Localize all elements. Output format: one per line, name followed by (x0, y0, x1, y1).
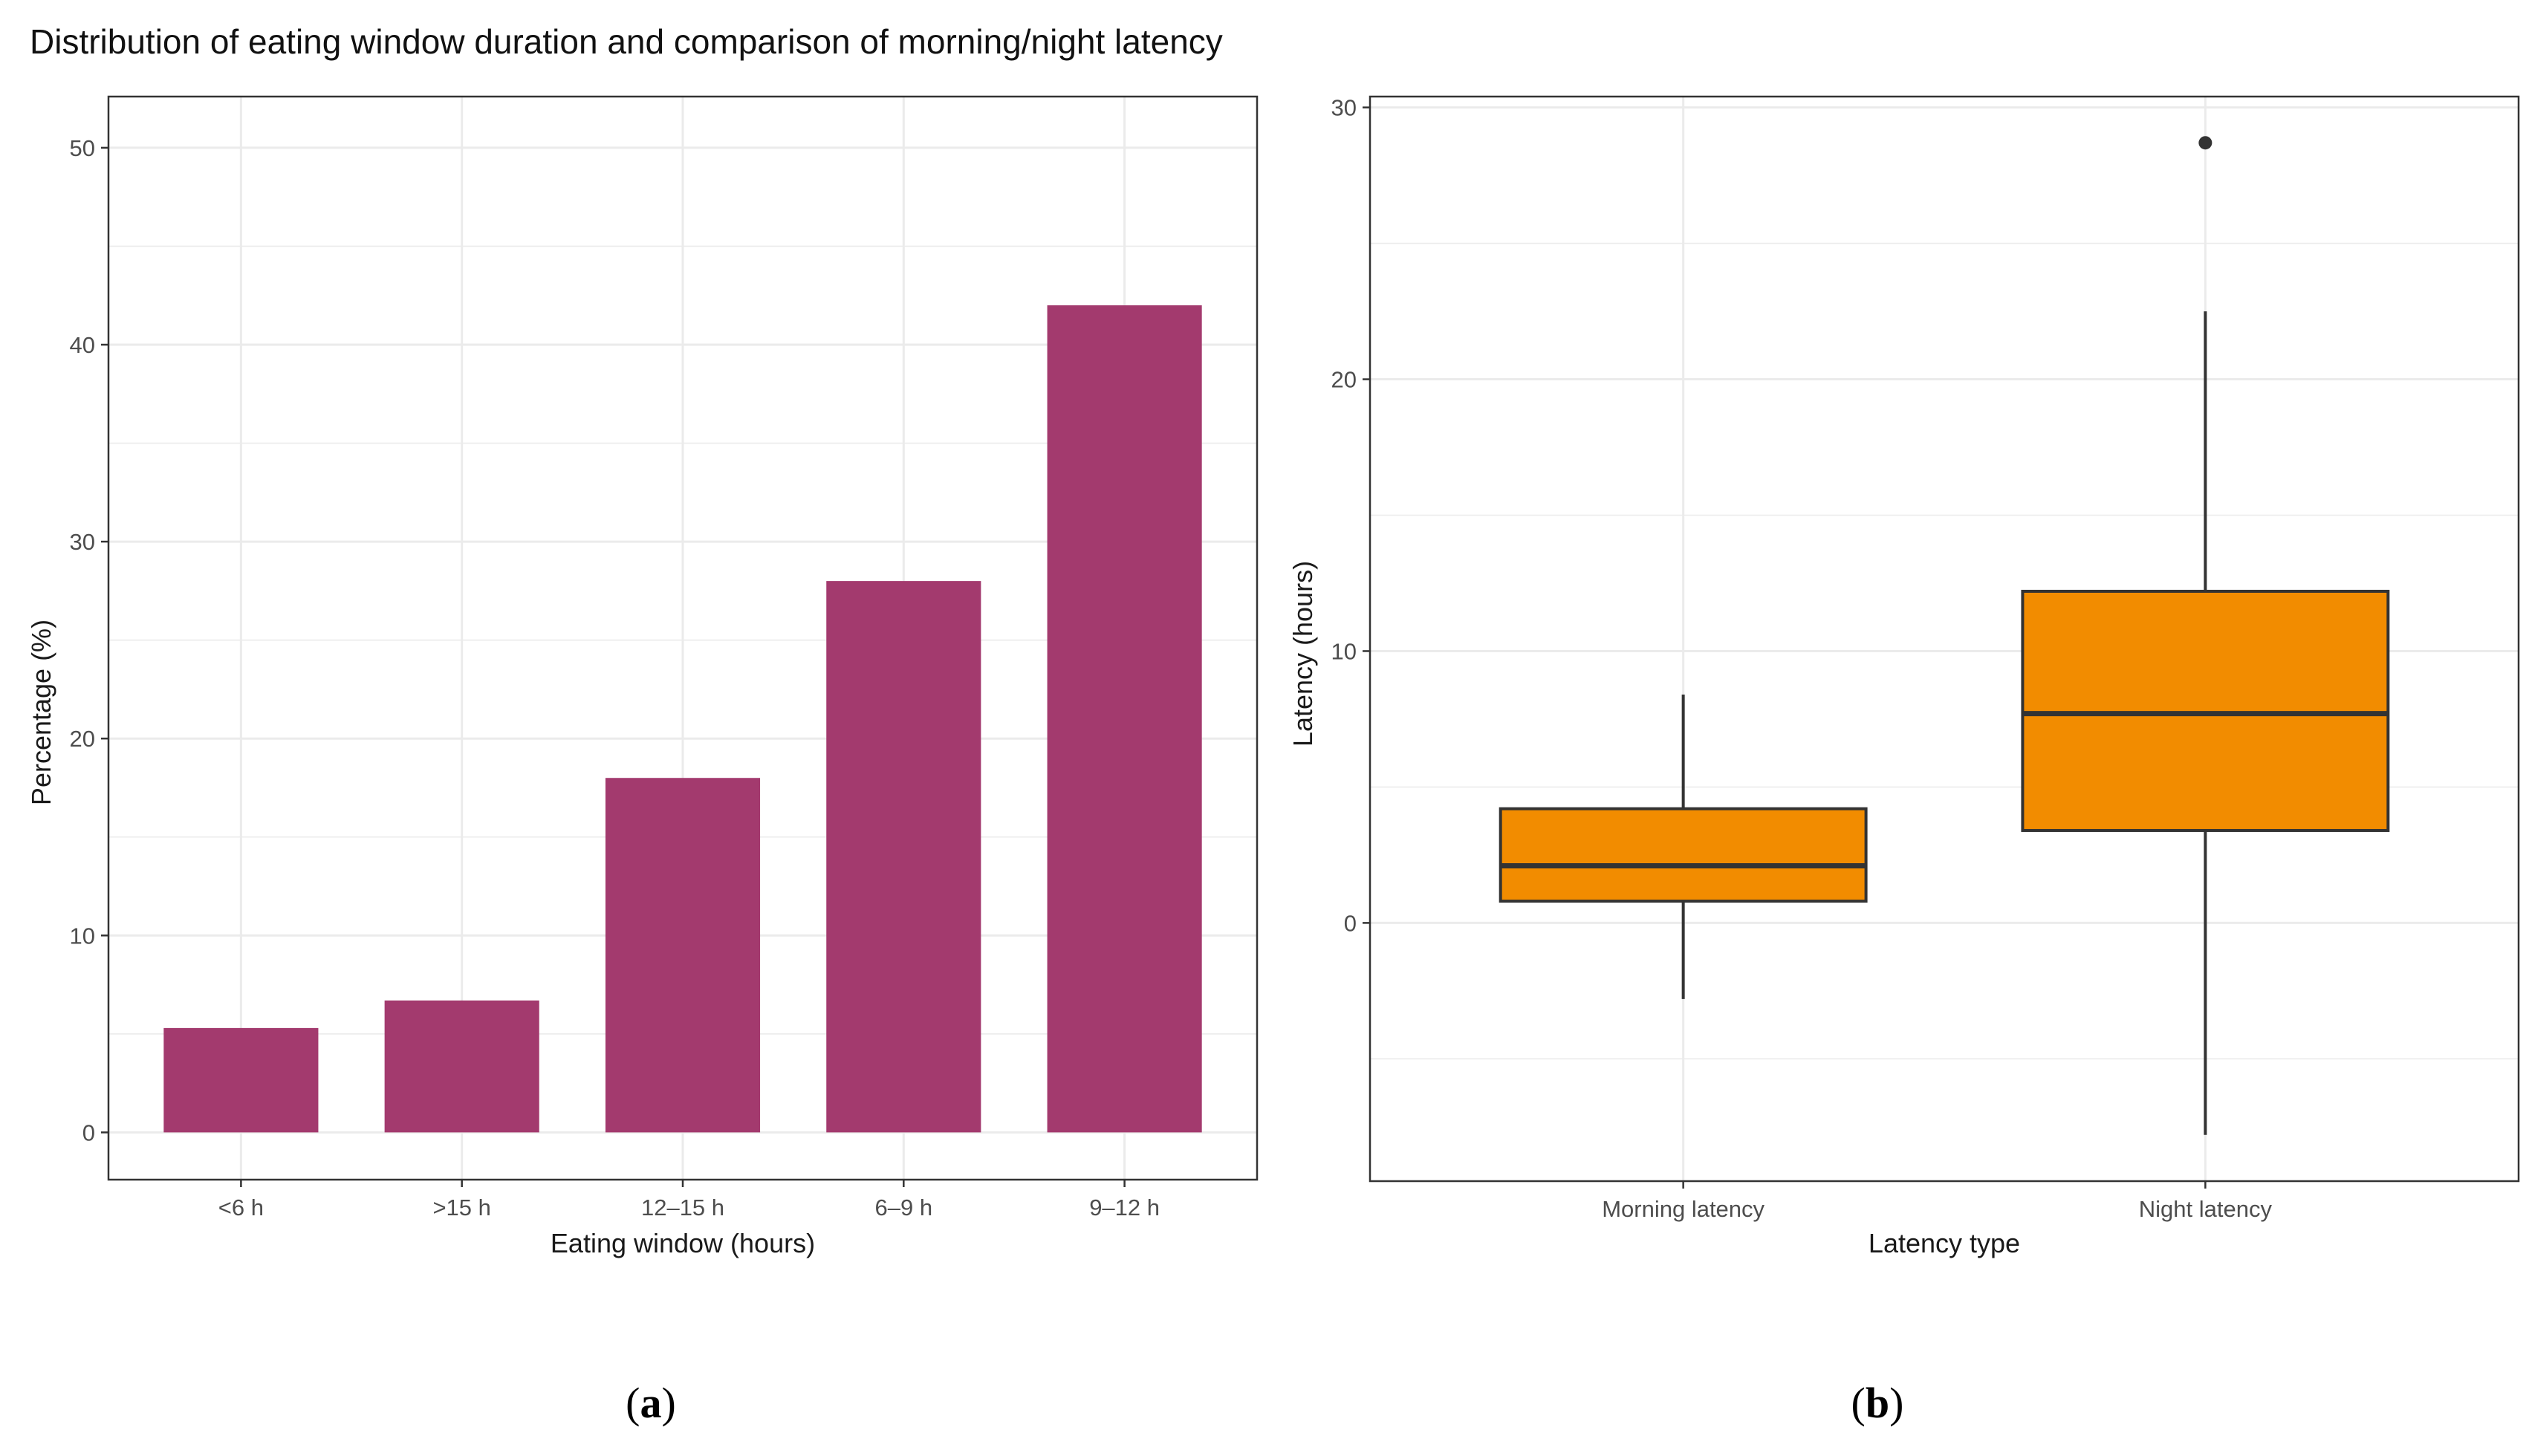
x-tick-label: 12–15 h (641, 1195, 724, 1221)
figure-title: Distribution of eating window duration a… (30, 22, 1223, 61)
box-plot-y-axis-label: Latency (hours) (1288, 561, 1318, 747)
y-tick-label: 20 (70, 726, 95, 752)
box-plot-boxes (1499, 136, 2390, 1135)
bar-1 (163, 1027, 319, 1133)
outlier-point (2198, 136, 2213, 150)
y-tick-label: 10 (1331, 638, 1357, 664)
box-plot-ticks: 0 10 20 30 Morning latency Night latency (1331, 95, 2273, 1222)
box-plot-border (1369, 95, 2520, 1183)
y-tick-label: 30 (70, 529, 95, 555)
bar-5 (1047, 305, 1202, 1133)
bar-chart-panel: 0 10 20 30 40 50 <6 h >15 h 12–15 h 6–9 h 9–12 h E… (26, 95, 1259, 1258)
box-plot-x-axis-label: Latency type (1869, 1228, 2020, 1258)
bar-3 (605, 778, 761, 1133)
y-tick-label: 40 (70, 332, 95, 358)
bar-chart-x-axis-label: Eating window (hours) (551, 1228, 815, 1258)
y-tick-label: 30 (1331, 95, 1357, 121)
box-plot-gridlines (1370, 97, 2519, 1181)
y-tick-label: 50 (70, 135, 95, 161)
panel-b-label: (b) (1851, 1379, 1904, 1427)
box-plot-panel: 0 10 20 30 Morning latency Night latency Late… (1288, 95, 2520, 1258)
x-tick-label: Morning latency (1602, 1196, 1765, 1222)
box-2 (2021, 136, 2390, 1135)
x-tick-label: Night latency (2139, 1196, 2273, 1222)
y-tick-label: 10 (70, 923, 95, 949)
box-1 (1499, 695, 1868, 999)
bar-chart-bars (163, 305, 1202, 1133)
bar-chart-y-axis-label: Percentage (%) (26, 620, 56, 805)
x-tick-label: 9–12 h (1089, 1195, 1160, 1221)
bar-chart-ticks: 0 10 20 30 40 50 <6 h >15 h 12–15 h 6–9 h 9–12 h (70, 135, 1160, 1221)
panel-b-letter: b (1866, 1379, 1889, 1427)
y-tick-label: 0 (82, 1119, 95, 1145)
x-tick-label: >15 h (432, 1195, 490, 1221)
panel-a-letter: a (640, 1379, 662, 1427)
interquartile-box (1499, 807, 1868, 903)
x-tick-label: <6 h (218, 1195, 264, 1221)
interquartile-box (2021, 589, 2390, 832)
bar-4 (826, 581, 981, 1133)
panel-a-label: (a) (626, 1379, 676, 1427)
x-tick-label: 6–9 h (875, 1195, 933, 1221)
y-tick-label: 20 (1331, 367, 1357, 393)
bar-2 (384, 1000, 539, 1133)
y-tick-label: 0 (1344, 910, 1357, 936)
